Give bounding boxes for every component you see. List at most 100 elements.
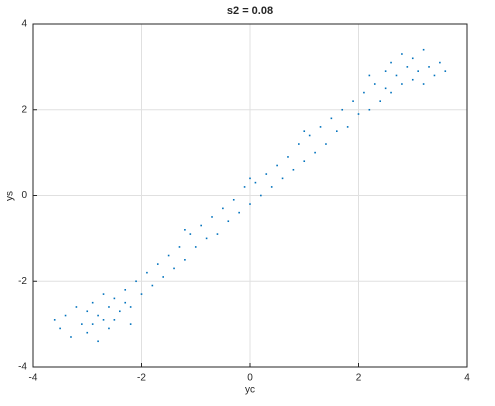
point	[368, 74, 371, 77]
point	[379, 100, 381, 102]
point	[384, 87, 387, 90]
point	[422, 83, 425, 85]
point	[184, 259, 186, 261]
point	[156, 263, 159, 265]
point	[368, 108, 371, 111]
point	[146, 271, 148, 274]
y-tick-label: -2	[18, 276, 27, 287]
point	[249, 177, 251, 180]
point	[401, 53, 403, 55]
point	[75, 306, 78, 308]
plot-frame	[32, 23, 468, 368]
x-tick-label: 2	[356, 373, 362, 384]
x-tick-label: 0	[247, 373, 253, 384]
point	[59, 327, 61, 330]
point	[411, 57, 414, 60]
point	[119, 310, 121, 313]
point	[81, 323, 83, 325]
point	[254, 181, 257, 184]
point	[298, 143, 300, 145]
point	[189, 233, 192, 235]
point	[167, 254, 170, 257]
point	[411, 78, 414, 81]
point	[330, 117, 333, 120]
point	[129, 323, 132, 325]
point	[232, 198, 235, 201]
chart-title: s2 = 0.08	[227, 5, 273, 17]
y-tick-label: 4	[21, 19, 27, 30]
point	[260, 194, 262, 197]
point	[53, 319, 56, 321]
point	[390, 61, 392, 64]
point	[249, 203, 251, 205]
point	[135, 280, 137, 283]
y-tick-label: 2	[21, 104, 27, 115]
y-axis-label: ys	[5, 191, 16, 201]
point	[319, 126, 322, 128]
point	[276, 164, 278, 167]
point	[222, 207, 224, 210]
point	[124, 301, 127, 304]
point	[227, 220, 230, 223]
point	[439, 61, 441, 64]
point	[287, 156, 289, 158]
point	[86, 331, 89, 334]
point	[325, 143, 327, 145]
point	[151, 284, 154, 287]
point	[216, 233, 219, 235]
point	[390, 91, 392, 94]
point	[428, 66, 430, 68]
point	[417, 70, 419, 72]
point	[395, 74, 398, 77]
y-tick-label: -4	[18, 362, 27, 373]
point	[373, 83, 376, 85]
point	[401, 83, 403, 85]
point	[97, 314, 99, 317]
point	[91, 323, 94, 325]
point	[108, 306, 110, 308]
point	[124, 289, 127, 291]
point	[281, 177, 284, 180]
point	[303, 160, 306, 162]
point	[173, 267, 175, 270]
point	[357, 113, 360, 115]
point	[422, 48, 425, 51]
point	[346, 126, 349, 128]
point	[113, 319, 116, 321]
point	[406, 66, 409, 68]
point	[194, 246, 197, 248]
point	[444, 70, 447, 72]
point	[102, 293, 105, 295]
point	[363, 91, 365, 94]
point	[113, 297, 116, 300]
point	[129, 306, 132, 308]
point	[238, 211, 240, 214]
point	[265, 173, 268, 175]
point	[308, 134, 311, 137]
point	[200, 224, 202, 227]
x-tick-label: -2	[137, 373, 146, 384]
point	[211, 216, 213, 218]
point	[243, 186, 246, 188]
point	[86, 310, 89, 313]
point	[292, 168, 295, 171]
point	[352, 100, 354, 102]
point	[91, 301, 94, 304]
x-tick-label: -4	[29, 373, 38, 384]
x-tick-label: 4	[464, 373, 470, 384]
point	[341, 108, 344, 111]
point	[162, 276, 164, 278]
y-tick-label: 0	[21, 190, 27, 201]
point	[384, 70, 387, 72]
point	[314, 151, 316, 154]
x-axis-label: yc	[245, 385, 255, 396]
point	[205, 237, 208, 240]
point	[97, 340, 99, 343]
point	[108, 327, 110, 330]
point	[140, 293, 143, 295]
point	[178, 246, 181, 248]
point	[270, 186, 273, 188]
point	[336, 130, 338, 132]
